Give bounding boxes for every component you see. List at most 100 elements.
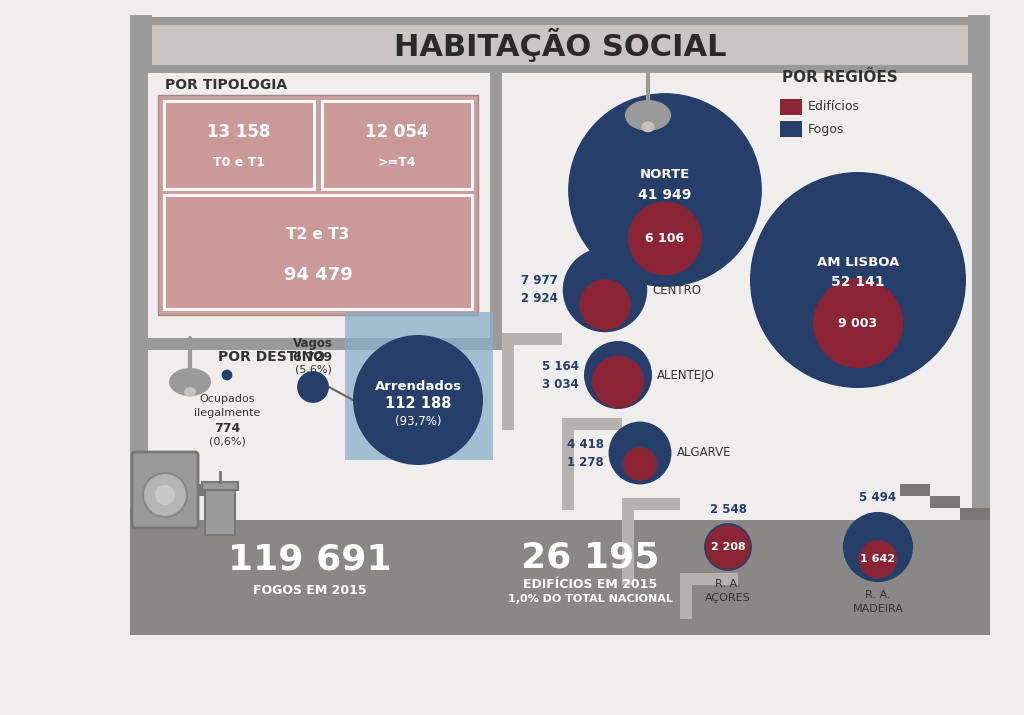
Text: 112 188: 112 188: [385, 397, 452, 412]
Text: ALGARVE: ALGARVE: [677, 446, 731, 460]
Text: NORTE: NORTE: [640, 169, 690, 182]
Text: 1 642: 1 642: [860, 554, 896, 564]
Bar: [130, 17, 990, 25]
Text: FOGOS EM 2015: FOGOS EM 2015: [253, 583, 367, 596]
Text: Vagos: Vagos: [293, 337, 333, 350]
Text: 119 691: 119 691: [228, 543, 392, 577]
Circle shape: [705, 523, 752, 571]
Circle shape: [568, 93, 762, 287]
Text: EDIFÍCIOS EM 2015: EDIFÍCIOS EM 2015: [523, 578, 657, 591]
Circle shape: [608, 422, 672, 485]
Bar: [968, 15, 990, 65]
Text: >=T4: >=T4: [378, 156, 416, 169]
Text: (5,6%): (5,6%): [295, 364, 332, 374]
Text: 5 164: 5 164: [542, 360, 579, 373]
Ellipse shape: [184, 387, 196, 397]
Text: POR DESTINO: POR DESTINO: [218, 350, 325, 364]
Text: R. A.: R. A.: [865, 590, 891, 600]
Text: (93,7%): (93,7%): [394, 415, 441, 428]
Bar: [130, 25, 990, 65]
Text: AM LISBOA: AM LISBOA: [817, 255, 899, 269]
Circle shape: [580, 280, 631, 330]
Text: 3 034: 3 034: [543, 378, 579, 390]
Text: 12 054: 12 054: [366, 123, 429, 141]
Text: 5 494: 5 494: [859, 491, 897, 505]
Text: 7 977: 7 977: [521, 274, 558, 287]
Text: T0 e T1: T0 e T1: [213, 156, 265, 169]
Circle shape: [859, 540, 897, 578]
Circle shape: [843, 512, 913, 582]
Bar: [780, 99, 802, 115]
Bar: [490, 73, 502, 350]
Text: AÇORES: AÇORES: [706, 593, 751, 603]
Text: POR REGIÕES: POR REGIÕES: [782, 69, 898, 84]
Bar: [972, 65, 990, 635]
Circle shape: [155, 485, 175, 505]
Circle shape: [592, 356, 644, 408]
Bar: [130, 15, 152, 65]
Bar: [680, 573, 738, 585]
Text: ALENTEJO: ALENTEJO: [657, 368, 715, 382]
Text: MADEIRA: MADEIRA: [853, 604, 903, 614]
Circle shape: [584, 341, 652, 409]
Bar: [202, 482, 238, 490]
Bar: [164, 101, 314, 189]
Bar: [345, 312, 493, 460]
Text: R. A.: R. A.: [715, 579, 740, 589]
Bar: [900, 484, 930, 496]
Text: 6 729: 6 729: [294, 350, 333, 364]
FancyBboxPatch shape: [132, 452, 198, 528]
Bar: [130, 65, 990, 73]
Text: T2 e T3: T2 e T3: [287, 227, 349, 242]
Text: 13 158: 13 158: [207, 123, 270, 141]
Text: 774: 774: [214, 423, 240, 435]
Bar: [780, 121, 802, 137]
Text: ilegalmente: ilegalmente: [194, 408, 260, 418]
Bar: [130, 65, 148, 635]
Circle shape: [628, 202, 702, 275]
Bar: [130, 619, 990, 635]
Text: Edifícios: Edifícios: [808, 101, 860, 114]
Ellipse shape: [641, 122, 654, 132]
Text: Arrendados: Arrendados: [375, 380, 462, 393]
Circle shape: [353, 335, 483, 465]
Ellipse shape: [169, 368, 211, 396]
Bar: [562, 430, 574, 510]
Bar: [205, 490, 234, 535]
Text: 94 479: 94 479: [284, 266, 352, 284]
Text: 9 003: 9 003: [839, 317, 878, 330]
Bar: [622, 510, 634, 585]
Text: (0,6%): (0,6%): [209, 436, 246, 446]
Text: 1 278: 1 278: [567, 455, 603, 468]
Circle shape: [563, 248, 647, 332]
Bar: [930, 496, 961, 508]
Circle shape: [221, 370, 232, 380]
Text: CENTRO: CENTRO: [652, 284, 701, 297]
Bar: [322, 101, 472, 189]
Circle shape: [750, 172, 966, 388]
Bar: [622, 498, 680, 510]
Bar: [190, 484, 220, 496]
Text: Fogos: Fogos: [808, 122, 845, 136]
Bar: [130, 508, 160, 520]
Text: Ocupados: Ocupados: [200, 395, 255, 405]
Bar: [680, 585, 692, 619]
Text: 26 195: 26 195: [521, 540, 659, 574]
Ellipse shape: [625, 100, 671, 131]
Text: 52 141: 52 141: [831, 275, 885, 289]
Bar: [164, 195, 472, 309]
Text: 2 548: 2 548: [710, 503, 746, 516]
Text: 41 949: 41 949: [638, 188, 691, 202]
Text: POR TIPOLOGIA: POR TIPOLOGIA: [165, 78, 287, 92]
Bar: [160, 496, 190, 508]
Circle shape: [623, 447, 657, 481]
Text: HABITAÇÃO SOCIAL: HABITAÇÃO SOCIAL: [394, 28, 726, 62]
Circle shape: [143, 473, 187, 517]
Circle shape: [813, 278, 903, 368]
Bar: [961, 508, 990, 520]
Bar: [148, 338, 496, 350]
Bar: [562, 418, 622, 430]
Text: 6 106: 6 106: [645, 232, 685, 245]
Text: 1,0% DO TOTAL NACIONAL: 1,0% DO TOTAL NACIONAL: [508, 594, 673, 604]
Bar: [502, 333, 562, 345]
